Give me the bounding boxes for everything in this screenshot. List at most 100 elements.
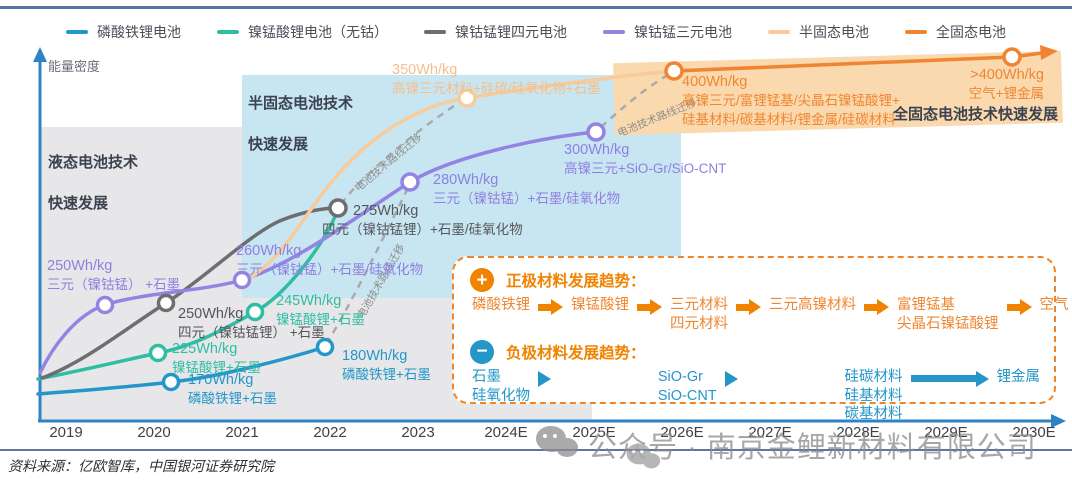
anode-item: 硅碳材料 硅基材料 碳基材料 — [844, 368, 903, 423]
cathode-item: 三元材料 四元材料 — [670, 297, 728, 332]
cathode-item: 磷酸铁锂 — [472, 297, 530, 313]
cathode-trend-title: 正极材料发展趋势： — [506, 273, 646, 290]
arrow-right-icon — [736, 299, 761, 315]
phase-label-all-solid: 全固态电池技术快速发展 — [893, 106, 1059, 123]
point-quad-250 — [156, 293, 176, 313]
legend-item-lfp: 磷酸铁锂电池 — [66, 22, 181, 42]
plus-icon: + — [470, 268, 494, 292]
x-tick: 2027E — [748, 424, 792, 441]
annotation-lnmo-225: 225Wh/kg 镍锰酸锂+石墨 — [172, 341, 261, 376]
bottom-divider — [0, 449, 1072, 451]
point-lnmo-245 — [245, 302, 265, 322]
annotation-lfp-170: 170Wh/kg 磷酸铁锂+石墨 — [188, 372, 277, 407]
anode-trend-row: 石墨 硅氧化物 SiO-Gr SiO-CNT 硅碳材料 硅基材料 碳基材料 锂金属 — [472, 368, 1040, 425]
legend-label: 半固态电池 — [799, 24, 869, 40]
x-tick: 2024E — [484, 424, 528, 441]
top-divider — [0, 6, 1072, 9]
phase-label-line: 半固态电池技术 — [248, 95, 354, 113]
y-axis-label: 能量密度 — [48, 59, 101, 74]
x-tick: 2021 — [225, 424, 259, 441]
x-tick: 2022 — [313, 424, 347, 441]
annotation-ncm-250: 250Wh/kg 三元（镍钴锰） +石墨 — [47, 258, 181, 293]
x-tick: 2023 — [401, 424, 435, 441]
cathode-item: 镍锰酸锂 — [571, 297, 629, 313]
cathode-trend-row: 磷酸铁锂 镍锰酸锂 三元材料 四元材料 三元高镍材料 富锂锰基 尖晶石镍锰酸锂 空气 — [472, 296, 1069, 334]
legend-item-lnmo: 镍锰酸锂电池（无钴） — [217, 22, 388, 42]
series-quad-line — [40, 206, 339, 380]
legend-item-allsolid: 全固态电池 — [905, 22, 1006, 42]
arrow-right-icon — [637, 299, 662, 315]
point-ncm-300 — [586, 122, 606, 142]
legend-marker-lnmo — [217, 30, 239, 34]
phase-label-line: 快速发展 — [248, 135, 309, 153]
migration-link-lfp-to-ncm — [324, 187, 410, 345]
arrow-right-icon — [864, 299, 889, 315]
point-allsolid-400 — [664, 61, 684, 81]
legend-marker-semisolid — [768, 30, 790, 34]
x-tick: 2019 — [49, 424, 83, 441]
x-tick: 2026E — [660, 424, 704, 441]
cathode-item: 富锂锰基 尖晶石镍锰酸锂 — [897, 297, 999, 332]
legend-item-semisolid: 半固态电池 — [768, 22, 869, 42]
annotation-quad-275: 275Wh/kg 四元（镍钴锰锂）+石墨/硅氧化物 — [322, 203, 523, 238]
point-ncm-260 — [232, 270, 252, 290]
minus-icon: − — [470, 339, 494, 364]
legend-marker-allsolid — [905, 30, 927, 34]
point-semisolid-350 — [457, 88, 477, 108]
legend-label: 镍钴锰三元电池 — [634, 24, 732, 40]
point-lfp-180 — [315, 337, 335, 357]
annotation-allsolid-gt400: >400Wh/kg 空气+锂金属 — [968, 67, 1044, 102]
anode-item: 石墨 硅氧化物 — [472, 368, 530, 404]
anode-trend-title: 负极材料发展趋势： — [506, 344, 646, 362]
legend-marker-ncm — [603, 30, 625, 34]
point-lfp-170 — [161, 372, 181, 392]
phase-label-semi-solid: 半固态电池技术 快速发展 — [248, 74, 353, 155]
point-ncm-250 — [95, 295, 115, 315]
migration-link-quad-to-semisolid — [340, 100, 461, 205]
x-tick: 2030E — [1012, 424, 1056, 441]
annotation-lfp-180: 180Wh/kg 磷酸铁锂+石墨 — [342, 348, 431, 383]
x-tick: 2025E — [572, 424, 616, 441]
allsolid-arrow-icon — [1040, 45, 1058, 60]
phase-label-line: 液态电池技术 — [48, 154, 139, 172]
cathode-item: 空气 — [1039, 297, 1069, 313]
annotation-ncm-300: 300Wh/kg 高镍三元+SiO-Gr/SiO-CNT — [564, 142, 727, 177]
material-trends-panel: + 正极材料发展趋势： 磷酸铁锂 镍锰酸锂 三元材料 四元材料 三元高镍材料 富锂… — [452, 256, 1069, 422]
annotation-allsolid-400: 400Wh/kg 高镍三元/富锂锰基/尖晶石镍锰酸锂+ 硅基材料/碳基材料/锂金属/… — [682, 74, 900, 127]
source-note: 资料来源：亿欧智库，中国银河证券研究院 — [8, 458, 274, 474]
y-axis-arrow-icon — [33, 47, 47, 62]
legend: 磷酸铁锂电池 镍锰酸锂电池（无钴） 镍钴锰锂四元电池 镍钴锰三元电池 半固态电池… — [0, 22, 1072, 42]
legend-item-ncm: 镍钴锰三元电池 — [603, 22, 732, 42]
watermark: 公众号 · 南京金鲤新材料有限公司 — [536, 424, 1037, 469]
legend-marker-quad — [424, 30, 446, 34]
anode-trend-header: − 负极材料发展趋势： — [470, 339, 1040, 364]
legend-item-quad: 镍钴锰锂四元电池 — [424, 22, 567, 42]
phase-label-line: 快速发展 — [48, 194, 109, 212]
point-ncm-280 — [400, 172, 420, 192]
point-allsolid-gt400 — [1002, 47, 1022, 67]
wechat-icon — [536, 424, 582, 464]
legend-label: 镍钴锰锂四元电池 — [455, 24, 567, 40]
arrow-right-icon — [1006, 299, 1032, 315]
cathode-trend-header: + 正极材料发展趋势： — [470, 268, 1040, 292]
legend-marker-lfp — [66, 30, 88, 34]
phase-label-liquid: 液态电池技术 快速发展 — [48, 133, 138, 214]
wechat-icon — [626, 442, 664, 474]
legend-label: 镍锰酸锂电池（无钴） — [248, 24, 388, 40]
x-tick: 2020 — [137, 424, 171, 441]
long-arrow-right-icon — [538, 370, 650, 387]
series-semisolid-line — [242, 69, 674, 284]
x-axis-arrow-icon — [1051, 414, 1066, 428]
legend-label: 磷酸铁锂电池 — [97, 24, 181, 40]
annotation-ncm-260: 260Wh/kg 三元（镍钴锰）+石墨/硅氧化物 — [236, 243, 424, 278]
legend-label: 全固态电池 — [936, 24, 1006, 40]
data-points — [95, 47, 1022, 392]
long-arrow-right-icon — [910, 370, 989, 387]
arrow-right-icon — [538, 299, 563, 315]
annotation-lnmo-245: 245Wh/kg 镍锰酸锂+石墨 — [276, 293, 365, 328]
watermark-text: 公众号 · 南京金鲤新材料有限公司 — [588, 432, 1037, 464]
x-tick: 2028E — [836, 424, 880, 441]
annotation-ncm-280: 280Wh/kg 三元（镍钴锰）+石墨/硅氧化物 — [433, 172, 621, 207]
